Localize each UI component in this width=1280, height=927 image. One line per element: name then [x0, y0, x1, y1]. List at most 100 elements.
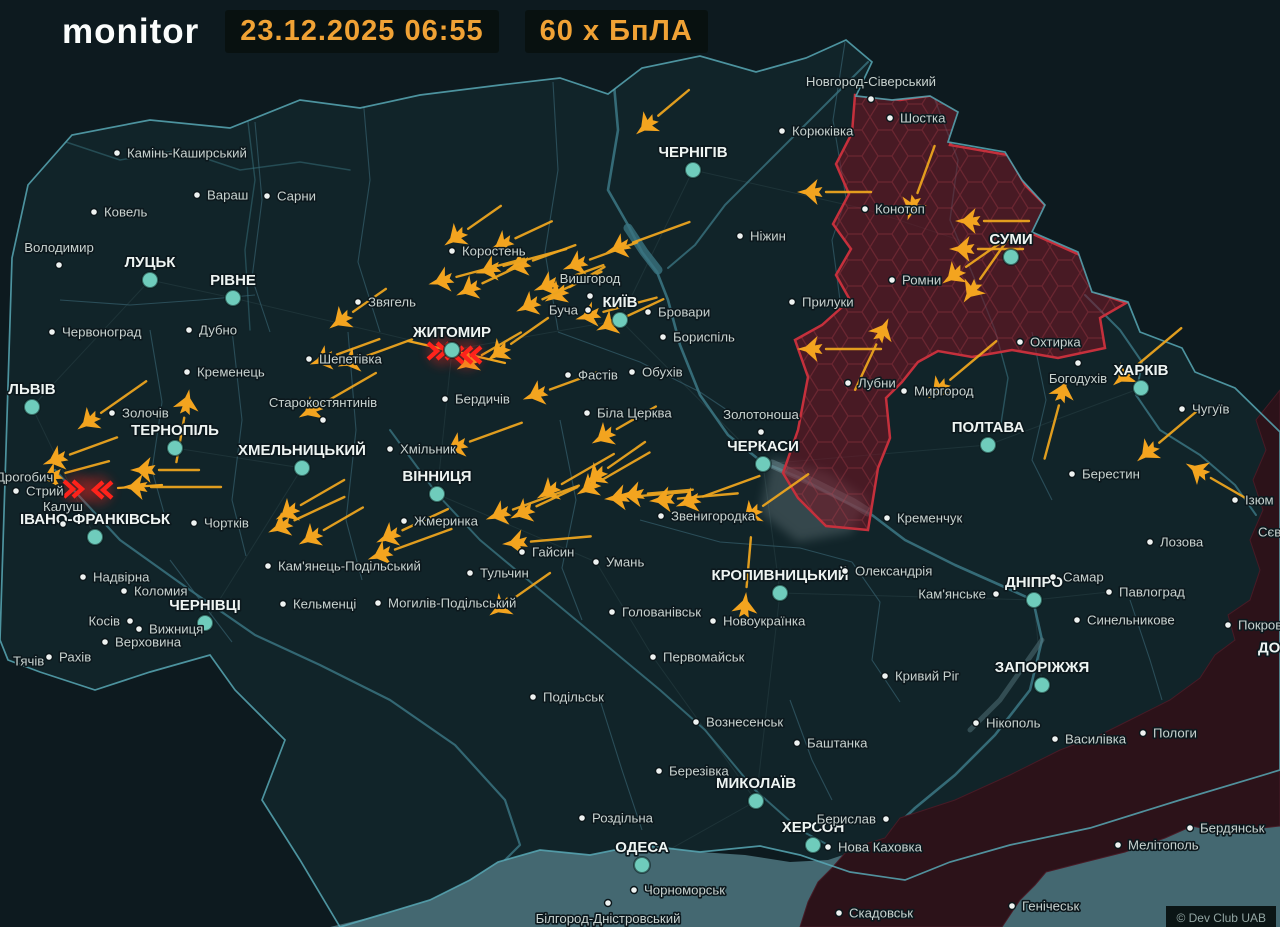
city-dot — [656, 511, 666, 521]
city-marker: ОДЕСА — [614, 837, 670, 874]
drone-icon — [77, 380, 148, 430]
city-dot — [881, 814, 891, 824]
drone-trail — [1043, 404, 1061, 460]
city-dot — [517, 547, 527, 557]
city-dot — [141, 271, 159, 289]
city-marker: Ізюм — [1230, 491, 1275, 509]
drone-shape — [604, 484, 630, 511]
city-marker: ЗАПОРІЖЖЯ — [993, 657, 1091, 694]
city-marker: Вишгород — [558, 269, 622, 301]
drone-shape — [963, 278, 986, 303]
city-marker: Олександрія — [840, 562, 934, 580]
city-marker: Прилуки — [787, 293, 855, 311]
region-border — [557, 331, 743, 421]
city-dot — [834, 908, 844, 918]
city-label: Кременчук — [897, 511, 962, 526]
city-marker: Берислав — [815, 810, 891, 828]
city-label: Стрий — [26, 484, 64, 499]
drone-icon — [337, 338, 414, 372]
drone-shape — [562, 250, 589, 275]
city-marker: ХЕРСОН — [780, 817, 846, 854]
city-marker: Буча — [547, 301, 593, 319]
city-marker: КРОПИВНИЦЬКИЙ — [710, 564, 850, 602]
drone-trail — [468, 421, 523, 443]
city-marker: Новгород-Сіверський — [804, 72, 938, 104]
drone-icon — [510, 486, 579, 522]
city-label: Косів — [88, 614, 120, 629]
city-label: ЖИТОМИР — [412, 324, 491, 341]
city-label: Ковель — [104, 205, 147, 220]
river — [389, 429, 831, 847]
city-label: Обухів — [642, 365, 683, 380]
city-marker: Надвірна — [78, 568, 152, 586]
drone-shape — [172, 389, 199, 416]
region-border — [169, 559, 233, 643]
city-dot — [1145, 537, 1155, 547]
city-dot — [78, 572, 88, 582]
city-label: МИКОЛАЇВ — [716, 775, 796, 792]
road-line — [174, 447, 303, 469]
city-dot — [107, 408, 117, 418]
city-marker: Кременець — [182, 363, 267, 381]
city-marker: Обухів — [627, 363, 684, 381]
river — [667, 61, 869, 269]
city-label: Новоукраїнка — [723, 614, 806, 629]
drone-icon — [1113, 326, 1183, 386]
city-dot — [691, 717, 701, 727]
city-label: Тульчин — [480, 566, 529, 581]
city-dot — [184, 325, 194, 335]
city-marker: Новоукраїнка — [708, 612, 808, 630]
city-marker: Сєвєродонецьк — [1256, 523, 1280, 541]
drone-icon — [1185, 462, 1252, 502]
drone-shape — [636, 111, 661, 135]
drone-trail — [761, 473, 810, 508]
city-label: Хмільник — [400, 442, 456, 457]
city-label: ТЕРНОПІЛЬ — [131, 422, 219, 439]
region-border — [251, 121, 271, 333]
city-label: ЧЕРНІГІВ — [658, 144, 727, 161]
city-marker: Богодухів — [1047, 358, 1109, 388]
drone-icon — [268, 495, 346, 536]
drone-shape — [442, 432, 469, 457]
drone-shape — [649, 486, 675, 513]
drone-icon — [516, 270, 603, 315]
city-label: Конотоп — [875, 202, 925, 217]
drone-trail — [322, 506, 365, 532]
city-label: Дрогобич — [0, 470, 53, 485]
city-marker: Чортків — [189, 514, 251, 532]
city-label: Шепетівка — [319, 352, 382, 367]
city-label: Чугуїв — [1192, 402, 1229, 417]
city-label: Новгород-Сіверський — [806, 74, 936, 89]
city-marker: Корюківка — [777, 122, 856, 140]
city-dot — [991, 589, 1001, 599]
road-line — [31, 406, 96, 538]
city-label: Голованівськ — [622, 605, 701, 620]
city-label: Могилів-Подільський — [388, 596, 516, 611]
drone-shape — [77, 407, 102, 430]
city-dot — [447, 246, 457, 256]
city-marker: Ковель — [89, 203, 149, 221]
city-dot — [1073, 358, 1083, 368]
city-marker: СУМИ — [988, 229, 1034, 266]
city-dot — [134, 624, 144, 634]
drone-trail — [701, 474, 761, 498]
drone-shape — [739, 500, 764, 523]
drone-icon — [963, 232, 1013, 303]
drone-trail — [480, 331, 523, 357]
drone-shape — [942, 261, 967, 284]
drone-shape — [1048, 377, 1074, 404]
city-label: ХАРКІВ — [1114, 362, 1169, 379]
city-dot — [1132, 379, 1150, 397]
city-label: Фастів — [578, 368, 618, 383]
city-label: Вижниця — [149, 622, 203, 637]
city-dot — [1138, 728, 1148, 738]
city-label: ВІННИЦЯ — [402, 468, 471, 485]
drone-trail — [559, 263, 605, 282]
city-dot — [263, 561, 273, 571]
city-marker: Бориспіль — [658, 328, 737, 346]
drone-shape — [591, 421, 617, 445]
city-marker: Мелітополь — [1113, 836, 1200, 854]
road-line — [755, 592, 781, 802]
drone-trail — [916, 144, 936, 195]
